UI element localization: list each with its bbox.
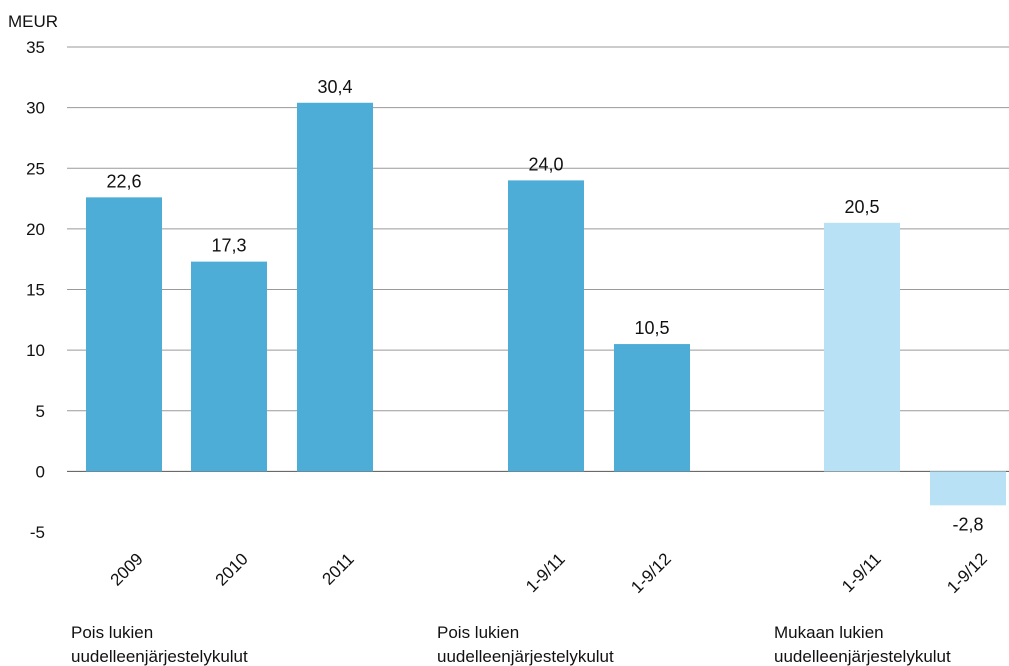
y-tick-label: -5: [30, 523, 45, 542]
bar: [824, 222, 900, 472]
bars: [86, 102, 1006, 506]
bar: [297, 102, 373, 472]
group-label-1-line2: uudelleenjärjestelykulut: [71, 647, 248, 666]
data-label: 24,0: [528, 154, 563, 174]
y-tick-label: 0: [36, 462, 45, 481]
y-axis-ticks: 35 30 25 20 15 10 5 0 -5: [26, 38, 45, 542]
bar: [508, 180, 584, 472]
bar: [930, 471, 1006, 506]
x-axis-categories: 2009 2010 2011 1-9/11 1-9/12 1-9/11 1-9/12: [107, 549, 991, 597]
y-tick-label: 25: [26, 159, 45, 178]
data-label: 22,6: [106, 171, 141, 191]
group-label-3-line2: uudelleenjärjestelykulut: [774, 647, 951, 666]
group-label-2-line2: uudelleenjärjestelykulut: [437, 647, 614, 666]
y-tick-label: 35: [26, 38, 45, 57]
y-tick-label: 10: [26, 341, 45, 360]
group-label-1-line1: Pois lukien: [71, 623, 153, 642]
x-category-label: 2009: [107, 549, 147, 589]
x-category-label: 1-9/12: [627, 549, 675, 597]
x-category-label: 2011: [319, 549, 358, 588]
group-label-3-line1: Mukaan lukien: [774, 623, 884, 642]
bar: [86, 197, 162, 472]
x-category-label: 1-9/11: [838, 549, 885, 596]
data-label: 20,5: [844, 197, 879, 217]
y-tick-label: 20: [26, 220, 45, 239]
y-tick-label: 30: [26, 99, 45, 118]
data-label: 10,5: [634, 318, 669, 338]
y-tick-label: 15: [26, 281, 45, 300]
group-label-2-line1: Pois lukien: [437, 623, 519, 642]
bar: [191, 261, 267, 472]
data-label: 17,3: [211, 236, 246, 256]
data-label: 30,4: [317, 77, 352, 97]
x-category-label: 1-9/12: [943, 549, 991, 597]
x-category-label: 2010: [212, 549, 252, 589]
group-labels: Pois lukien uudelleenjärjestelykulut Poi…: [71, 623, 951, 666]
y-tick-label: 5: [36, 402, 45, 421]
data-labels: 22,6 17,3 30,4 24,0 10,5 20,5 -2,8: [106, 77, 983, 535]
data-label: -2,8: [952, 514, 983, 534]
y-unit-label: MEUR: [8, 12, 58, 31]
x-category-label: 1-9/11: [522, 549, 569, 596]
bar: [614, 344, 690, 472]
